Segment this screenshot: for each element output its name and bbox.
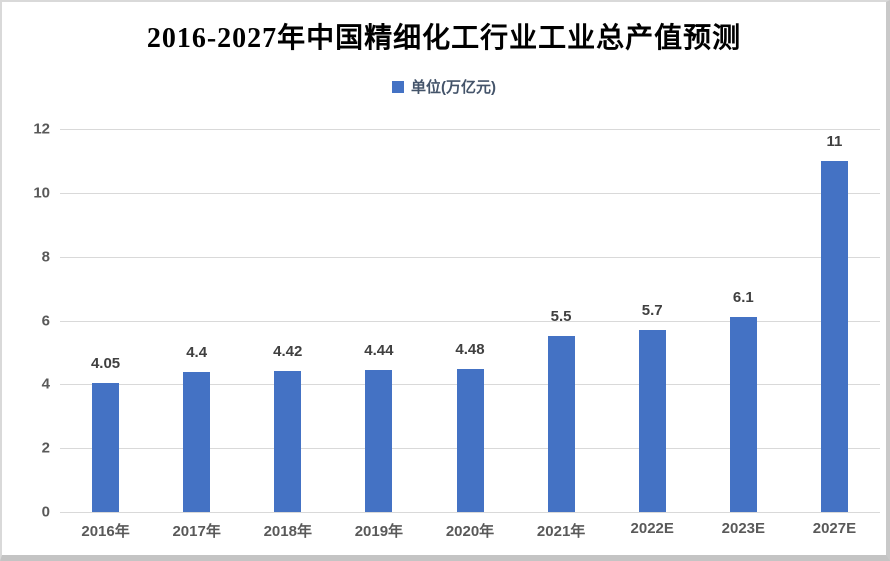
x-axis-tick-label: 2022E bbox=[630, 520, 674, 537]
x-axis-tick-label: 2020年 bbox=[445, 523, 495, 540]
x-axis-tick-label: 2027E bbox=[812, 520, 857, 537]
y-axis-tick-label: 2 bbox=[41, 439, 50, 457]
y-axis-tick-label: 10 bbox=[33, 184, 50, 202]
chart-title: 2016-2027年中国精细化工行业工业总产值预测 bbox=[146, 23, 742, 54]
legend-label: 单位(万亿元) bbox=[411, 79, 496, 96]
legend: 单位(万亿元) bbox=[2, 76, 886, 97]
bar-value-label: 6.1 bbox=[732, 289, 754, 307]
bar-value-label: 4.4 bbox=[186, 343, 208, 361]
x-axis-tick-label: 2018年 bbox=[263, 523, 312, 540]
x-axis-tick-label: 2019年 bbox=[354, 523, 404, 540]
y-axis-tick-label: 0 bbox=[41, 503, 50, 521]
gridline bbox=[60, 129, 880, 130]
x-axis-tick-label: 2017年 bbox=[172, 523, 221, 540]
legend-marker-icon bbox=[392, 80, 404, 93]
bar-value-label: 4.05 bbox=[90, 354, 121, 372]
bar bbox=[365, 370, 393, 512]
bar-value-label: 11 bbox=[826, 132, 843, 150]
bar bbox=[456, 369, 484, 512]
bar bbox=[638, 330, 666, 512]
y-axis-tick-label: 8 bbox=[41, 248, 50, 266]
bar-value-label: 4.42 bbox=[273, 342, 303, 360]
gridline bbox=[60, 192, 880, 194]
bar bbox=[729, 317, 757, 512]
y-axis-tick-label: 12 bbox=[33, 120, 50, 138]
gridline bbox=[60, 256, 880, 258]
bar-value-label: 5.7 bbox=[641, 302, 663, 320]
bar-value-label: 5.5 bbox=[550, 308, 572, 326]
x-axis-tick-label: 2016年 bbox=[81, 523, 130, 540]
bar bbox=[547, 336, 575, 512]
bar bbox=[820, 160, 848, 512]
y-axis-tick-label: 4 bbox=[41, 375, 50, 393]
bar bbox=[274, 370, 302, 512]
x-axis-tick-label: 2021年 bbox=[536, 523, 586, 540]
gridline bbox=[60, 320, 880, 322]
x-axis-tick-label: 2023E bbox=[721, 520, 766, 537]
y-axis-tick-label: 6 bbox=[41, 312, 50, 329]
bar-value-label: 4.48 bbox=[455, 341, 485, 358]
gridline bbox=[60, 512, 880, 513]
bar bbox=[92, 382, 120, 512]
bar bbox=[183, 371, 211, 512]
plot-area: 4.05 4.4 4.42 4.44 4.48 5.5 5.7 6.1 11 bbox=[60, 129, 880, 513]
bar-value-label: 4.44 bbox=[364, 342, 394, 360]
